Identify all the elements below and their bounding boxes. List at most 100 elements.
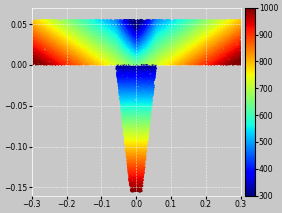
- Point: [148, 35, 153, 39]
- Point: [119, 49, 123, 53]
- Point: [212, 27, 217, 30]
- Point: [63, 61, 67, 64]
- Point: [137, 132, 142, 135]
- Point: [133, 189, 138, 192]
- Point: [207, 22, 212, 25]
- Point: [87, 29, 92, 33]
- Point: [132, 72, 137, 76]
- Point: [126, 127, 131, 131]
- Point: [116, 27, 120, 30]
- Point: [67, 30, 72, 34]
- Point: [167, 19, 171, 22]
- Point: [169, 60, 174, 64]
- Point: [62, 29, 67, 32]
- Point: [196, 45, 200, 49]
- Point: [211, 29, 215, 32]
- Point: [149, 89, 154, 92]
- Point: [118, 96, 123, 100]
- Point: [33, 40, 37, 43]
- Point: [55, 60, 59, 64]
- Point: [148, 19, 153, 22]
- Point: [63, 25, 68, 29]
- Point: [220, 31, 224, 35]
- Point: [43, 32, 47, 35]
- Point: [215, 56, 219, 59]
- Point: [74, 50, 79, 54]
- Point: [136, 162, 141, 165]
- Point: [176, 45, 180, 49]
- Point: [138, 47, 142, 50]
- Point: [120, 61, 124, 64]
- Point: [94, 50, 98, 53]
- Point: [104, 41, 109, 45]
- Point: [65, 21, 69, 24]
- Point: [168, 43, 172, 46]
- Point: [221, 35, 226, 38]
- Point: [120, 49, 124, 52]
- Point: [61, 20, 66, 24]
- Point: [232, 49, 237, 52]
- Point: [71, 52, 76, 56]
- Point: [136, 144, 141, 148]
- Point: [47, 56, 51, 60]
- Point: [108, 38, 112, 41]
- Point: [158, 45, 163, 48]
- Point: [133, 105, 137, 108]
- Point: [175, 61, 180, 65]
- Point: [80, 53, 85, 56]
- Point: [165, 23, 170, 26]
- Point: [150, 31, 155, 34]
- Point: [146, 130, 150, 133]
- Point: [92, 41, 97, 44]
- Point: [30, 22, 34, 26]
- Point: [94, 49, 98, 52]
- Point: [125, 90, 130, 94]
- Point: [236, 54, 240, 57]
- Point: [134, 123, 138, 126]
- Point: [81, 46, 85, 50]
- Point: [52, 48, 56, 52]
- Point: [237, 48, 242, 51]
- Point: [100, 34, 104, 37]
- Point: [139, 143, 144, 146]
- Point: [32, 21, 36, 25]
- Point: [93, 51, 97, 54]
- Point: [124, 29, 129, 32]
- Point: [180, 39, 185, 42]
- Point: [166, 58, 170, 61]
- Point: [38, 43, 43, 46]
- Point: [169, 56, 173, 59]
- Point: [193, 63, 197, 66]
- Point: [237, 19, 241, 22]
- Point: [127, 169, 132, 172]
- Point: [148, 90, 153, 94]
- Point: [119, 28, 124, 31]
- Point: [128, 71, 133, 74]
- Point: [136, 21, 140, 24]
- Point: [208, 50, 213, 53]
- Point: [147, 114, 152, 117]
- Point: [121, 60, 125, 63]
- Point: [56, 31, 61, 34]
- Point: [135, 27, 139, 30]
- Point: [133, 81, 138, 84]
- Point: [85, 23, 90, 26]
- Point: [113, 21, 117, 25]
- Point: [130, 145, 135, 149]
- Point: [88, 59, 93, 62]
- Point: [100, 62, 104, 65]
- Point: [175, 49, 179, 52]
- Point: [172, 51, 176, 54]
- Point: [37, 60, 42, 63]
- Point: [127, 160, 131, 164]
- Point: [42, 46, 46, 50]
- Point: [196, 26, 201, 30]
- Point: [222, 35, 227, 38]
- Point: [132, 47, 136, 51]
- Point: [144, 75, 148, 79]
- Point: [52, 33, 57, 36]
- Point: [47, 24, 51, 27]
- Point: [116, 71, 120, 74]
- Point: [144, 64, 148, 68]
- Point: [45, 31, 50, 35]
